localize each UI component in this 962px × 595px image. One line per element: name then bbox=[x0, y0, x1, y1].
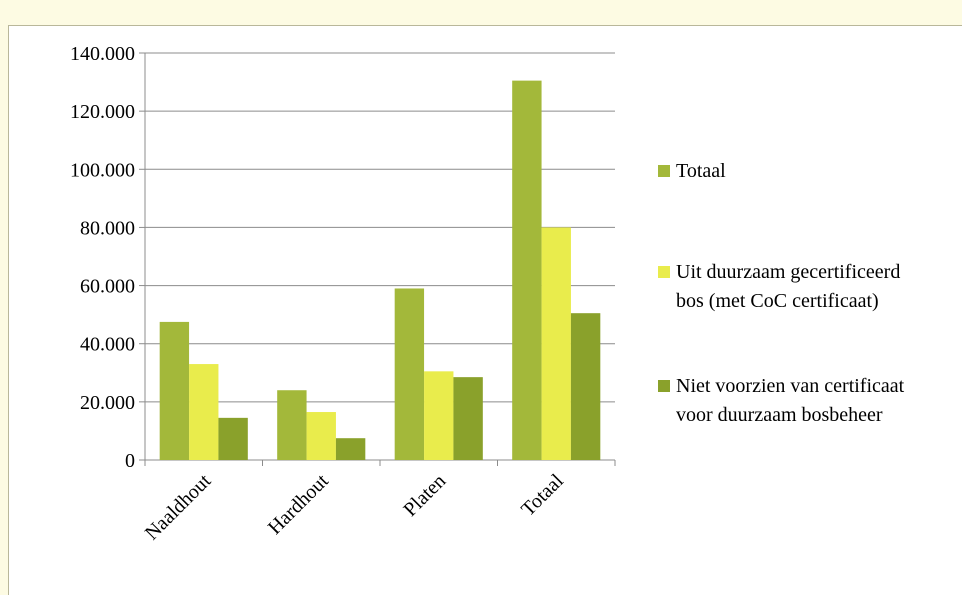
bar bbox=[570, 313, 601, 460]
bar bbox=[453, 377, 483, 460]
legend-label: Uit duurzaam gecertificeerd bos (met CoC… bbox=[676, 261, 901, 312]
legend-label: Totaal bbox=[676, 160, 726, 182]
bar bbox=[541, 227, 571, 460]
bar bbox=[189, 364, 219, 460]
bar bbox=[218, 417, 248, 460]
x-tick-label: Totaal bbox=[517, 470, 568, 521]
legend-swatch bbox=[658, 165, 670, 177]
y-tick-label: 0 bbox=[125, 450, 135, 472]
bar bbox=[335, 438, 366, 460]
legend-swatch bbox=[658, 266, 670, 278]
x-tick-label: Platen bbox=[399, 470, 450, 521]
bar bbox=[159, 321, 190, 460]
legend-label: Niet voorzien van certificaat voor duurz… bbox=[676, 375, 905, 426]
legend-swatch bbox=[658, 380, 670, 392]
y-tick-label: 40.000 bbox=[80, 334, 135, 356]
y-tick-label: 120.000 bbox=[70, 101, 135, 123]
legend-item: Totaal bbox=[658, 157, 958, 186]
y-tick-label: 100.000 bbox=[70, 159, 135, 181]
bar bbox=[277, 390, 307, 460]
bar bbox=[512, 80, 542, 460]
y-tick-label: 60.000 bbox=[80, 276, 135, 298]
x-tick-label: Naaldhout bbox=[141, 470, 216, 545]
chart-frame bbox=[8, 25, 962, 595]
bar bbox=[424, 371, 454, 460]
bar bbox=[306, 412, 336, 460]
y-tick-label: 20.000 bbox=[80, 392, 135, 414]
legend-item: Niet voorzien van certificaat voor duurz… bbox=[658, 372, 958, 430]
legend-item: Uit duurzaam gecertificeerd bos (met CoC… bbox=[658, 258, 958, 316]
bar bbox=[394, 288, 425, 460]
y-tick-label: 140.000 bbox=[70, 43, 135, 65]
y-tick-label: 80.000 bbox=[80, 217, 135, 239]
x-tick-label: Hardhout bbox=[264, 470, 333, 539]
